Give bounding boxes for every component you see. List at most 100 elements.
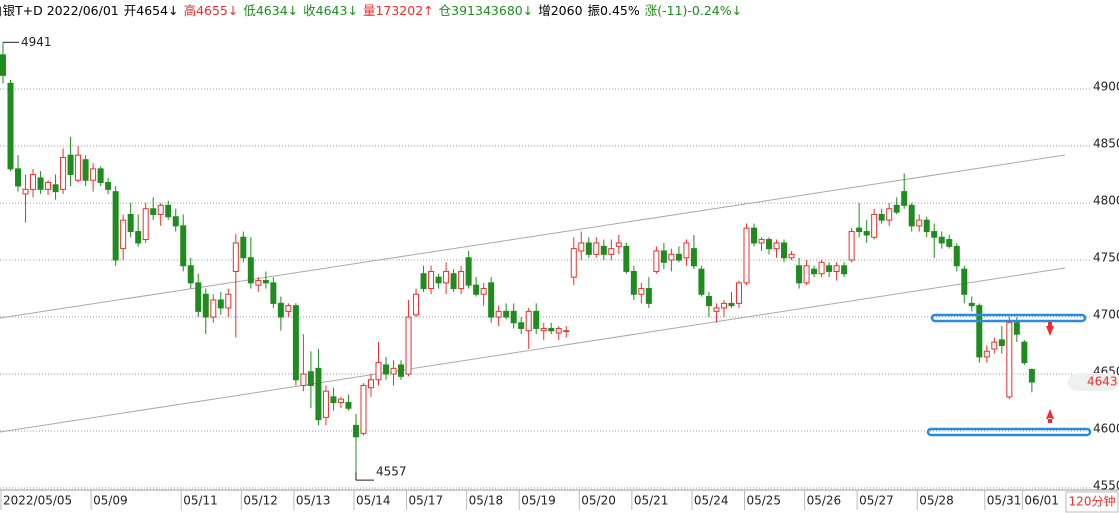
- candle-body: [450, 273, 457, 290]
- candle-body: [901, 191, 908, 206]
- candle-body: [112, 191, 119, 261]
- header-item: 仓391343680↓: [438, 3, 534, 18]
- x-tick-label: 05/20: [581, 494, 616, 508]
- candle-body: [856, 227, 863, 233]
- candle-body: [82, 159, 89, 181]
- candle-body: [555, 327, 562, 334]
- candle-body: [713, 307, 720, 312]
- x-tick-label: 05/09: [93, 494, 128, 508]
- y-tick-label: 4550: [1093, 479, 1119, 493]
- y-tick-label: 4850: [1093, 137, 1119, 151]
- candle-body: [15, 168, 22, 187]
- candle-body: [593, 242, 600, 255]
- candle-body: [60, 156, 67, 190]
- candle-body: [728, 302, 735, 307]
- candle-body: [97, 168, 104, 184]
- candle-body: [398, 364, 405, 377]
- x-tick-label: 05/18: [469, 494, 504, 508]
- candle-body: [307, 371, 314, 386]
- candle-body: [953, 245, 960, 267]
- candle-body: [743, 227, 750, 284]
- candle-body: [75, 154, 82, 181]
- candle-body: [458, 270, 465, 290]
- x-tick-label: 05/12: [243, 494, 278, 508]
- header: 白银T+D 2022/06/01 开4654↓ 高4655↓ 低4634↓ 收4643↓…: [0, 0, 742, 18]
- candle-body: [277, 302, 284, 318]
- x-tick-label: 05/28: [919, 494, 954, 508]
- candle-body: [938, 236, 945, 244]
- candle-body: [1028, 368, 1035, 383]
- candle-body: [165, 204, 172, 218]
- last-price-label: 4643: [1087, 375, 1118, 389]
- arrow-down: [1046, 322, 1054, 336]
- period-label: 120分钟: [1069, 494, 1116, 509]
- candle-body: [435, 276, 442, 284]
- header-item: 收4643↓: [303, 3, 358, 18]
- candle-body: [428, 270, 435, 290]
- header-item: 涨(-11)-0.24%↓: [644, 3, 743, 18]
- candle-body: [127, 213, 134, 233]
- candle-body: [585, 242, 592, 255]
- candle-body: [390, 367, 397, 375]
- header-item: 高4655↓: [183, 3, 239, 18]
- candle-body: [751, 227, 757, 244]
- y-tick-label: 4700: [1093, 308, 1119, 322]
- candle-body: [833, 265, 840, 272]
- y-tick-label: 4800: [1093, 194, 1119, 208]
- header-item: 白银T+D 2022/06/01: [0, 3, 119, 18]
- candle-body: [37, 177, 44, 190]
- candle-body: [292, 305, 299, 381]
- candle-body: [826, 265, 833, 272]
- candle-body: [683, 242, 690, 259]
- candle-body: [157, 204, 164, 215]
- candle-body: [90, 168, 97, 181]
- candle-body: [758, 239, 765, 244]
- x-tick-label: 06/01: [1024, 494, 1059, 508]
- x-tick-label: 05/24: [694, 494, 729, 508]
- candle-body: [615, 242, 622, 247]
- candle-body: [923, 219, 930, 233]
- candle-body: [510, 310, 517, 324]
- candle-body: [142, 208, 149, 241]
- candle-body: [322, 390, 329, 418]
- candle-body: [495, 310, 502, 318]
- candle-body: [698, 268, 705, 295]
- candle-body: [946, 239, 953, 247]
- candle-body: [172, 216, 179, 227]
- candle-body: [488, 282, 495, 318]
- candle-body: [67, 154, 74, 176]
- candle-body: [690, 248, 697, 267]
- candle-body: [525, 310, 532, 332]
- candle-body: [0, 54, 6, 76]
- candle-body: [255, 280, 262, 286]
- candle-body: [1013, 322, 1020, 335]
- header-item: 增2060: [538, 3, 583, 18]
- candle-body: [352, 424, 359, 438]
- candle-body: [52, 184, 59, 193]
- candle-body: [202, 293, 209, 318]
- candle-body: [22, 188, 29, 195]
- x-tick-label: 05/17: [409, 494, 444, 508]
- level-marker: [926, 427, 1092, 437]
- candle-body: [367, 379, 374, 389]
- x-tick-label: 05/27: [859, 494, 894, 508]
- candle-body: [735, 282, 742, 304]
- candle-body: [998, 339, 1005, 347]
- candle-body: [443, 270, 450, 284]
- candle-body: [781, 242, 788, 259]
- candle-body: [931, 231, 938, 238]
- candle-body: [600, 245, 607, 255]
- header-item: 量173202↑: [362, 3, 434, 18]
- candle-body: [818, 261, 825, 275]
- candle-body: [848, 231, 855, 261]
- candle-body: [217, 299, 224, 309]
- candle-body: [660, 250, 667, 263]
- candle-body: [578, 242, 585, 252]
- trend-line: [0, 154, 1066, 319]
- candle-body: [150, 208, 157, 215]
- candle-body: [315, 367, 322, 421]
- candle-body: [675, 253, 682, 261]
- max-label: 4941: [21, 35, 52, 49]
- candle-body: [803, 265, 810, 284]
